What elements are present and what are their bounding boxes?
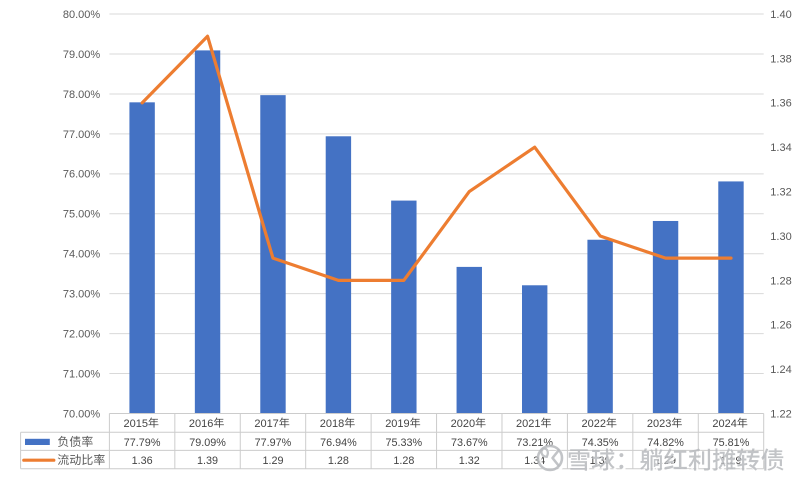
svg-text:1.36: 1.36 [770, 98, 791, 110]
svg-text:2015: 2015 [123, 418, 147, 430]
svg-text:2023: 2023 [647, 418, 671, 430]
svg-text:1.32: 1.32 [770, 186, 791, 198]
svg-text:2021: 2021 [516, 418, 540, 430]
svg-text:2022: 2022 [581, 418, 605, 430]
svg-text:2019: 2019 [385, 418, 409, 430]
svg-text:1.34: 1.34 [770, 142, 791, 154]
svg-text:1.28: 1.28 [770, 275, 791, 287]
svg-text:75.33%: 75.33% [386, 437, 423, 449]
svg-text:1.29: 1.29 [262, 455, 283, 467]
svg-text:73.21%: 73.21% [516, 437, 553, 449]
svg-text:79.00%: 79.00% [63, 49, 101, 61]
svg-text:2024: 2024 [712, 418, 736, 430]
svg-text:1.39: 1.39 [197, 455, 218, 467]
svg-text:1.28: 1.28 [393, 455, 414, 467]
svg-text:71.00%: 71.00% [63, 368, 101, 380]
svg-text:78.00%: 78.00% [63, 89, 101, 101]
svg-text:1.26: 1.26 [770, 320, 791, 332]
svg-text:75.00%: 75.00% [63, 209, 101, 221]
svg-text:76.00%: 76.00% [63, 169, 101, 181]
svg-text:74.35%: 74.35% [582, 437, 619, 449]
svg-text:73.67%: 73.67% [451, 437, 488, 449]
svg-text:2020: 2020 [451, 418, 475, 430]
svg-text:74.82%: 74.82% [647, 437, 684, 449]
svg-text:1.38: 1.38 [770, 53, 791, 65]
svg-text:74.00%: 74.00% [63, 249, 101, 261]
svg-text:73.00%: 73.00% [63, 289, 101, 301]
svg-text:1.22: 1.22 [770, 408, 791, 420]
svg-text:1.28: 1.28 [328, 455, 349, 467]
svg-text:1.36: 1.36 [132, 455, 153, 467]
svg-text:79.09%: 79.09% [189, 437, 226, 449]
svg-text:1.40: 1.40 [770, 9, 791, 21]
svg-text:77.97%: 77.97% [255, 437, 292, 449]
svg-text:77.00%: 77.00% [63, 129, 101, 141]
svg-text:70.00%: 70.00% [63, 408, 101, 420]
svg-text:1.32: 1.32 [459, 455, 480, 467]
svg-text:72.00%: 72.00% [63, 329, 101, 341]
svg-text:2017: 2017 [254, 418, 278, 430]
svg-text:2016: 2016 [189, 418, 213, 430]
svg-text:1.24: 1.24 [770, 364, 791, 376]
svg-text:80.00%: 80.00% [63, 9, 101, 21]
svg-text:1.30: 1.30 [770, 231, 791, 243]
svg-text:2018: 2018 [320, 418, 344, 430]
svg-text:77.79%: 77.79% [124, 437, 161, 449]
svg-text:76.94%: 76.94% [320, 437, 357, 449]
svg-text:75.81%: 75.81% [713, 437, 750, 449]
